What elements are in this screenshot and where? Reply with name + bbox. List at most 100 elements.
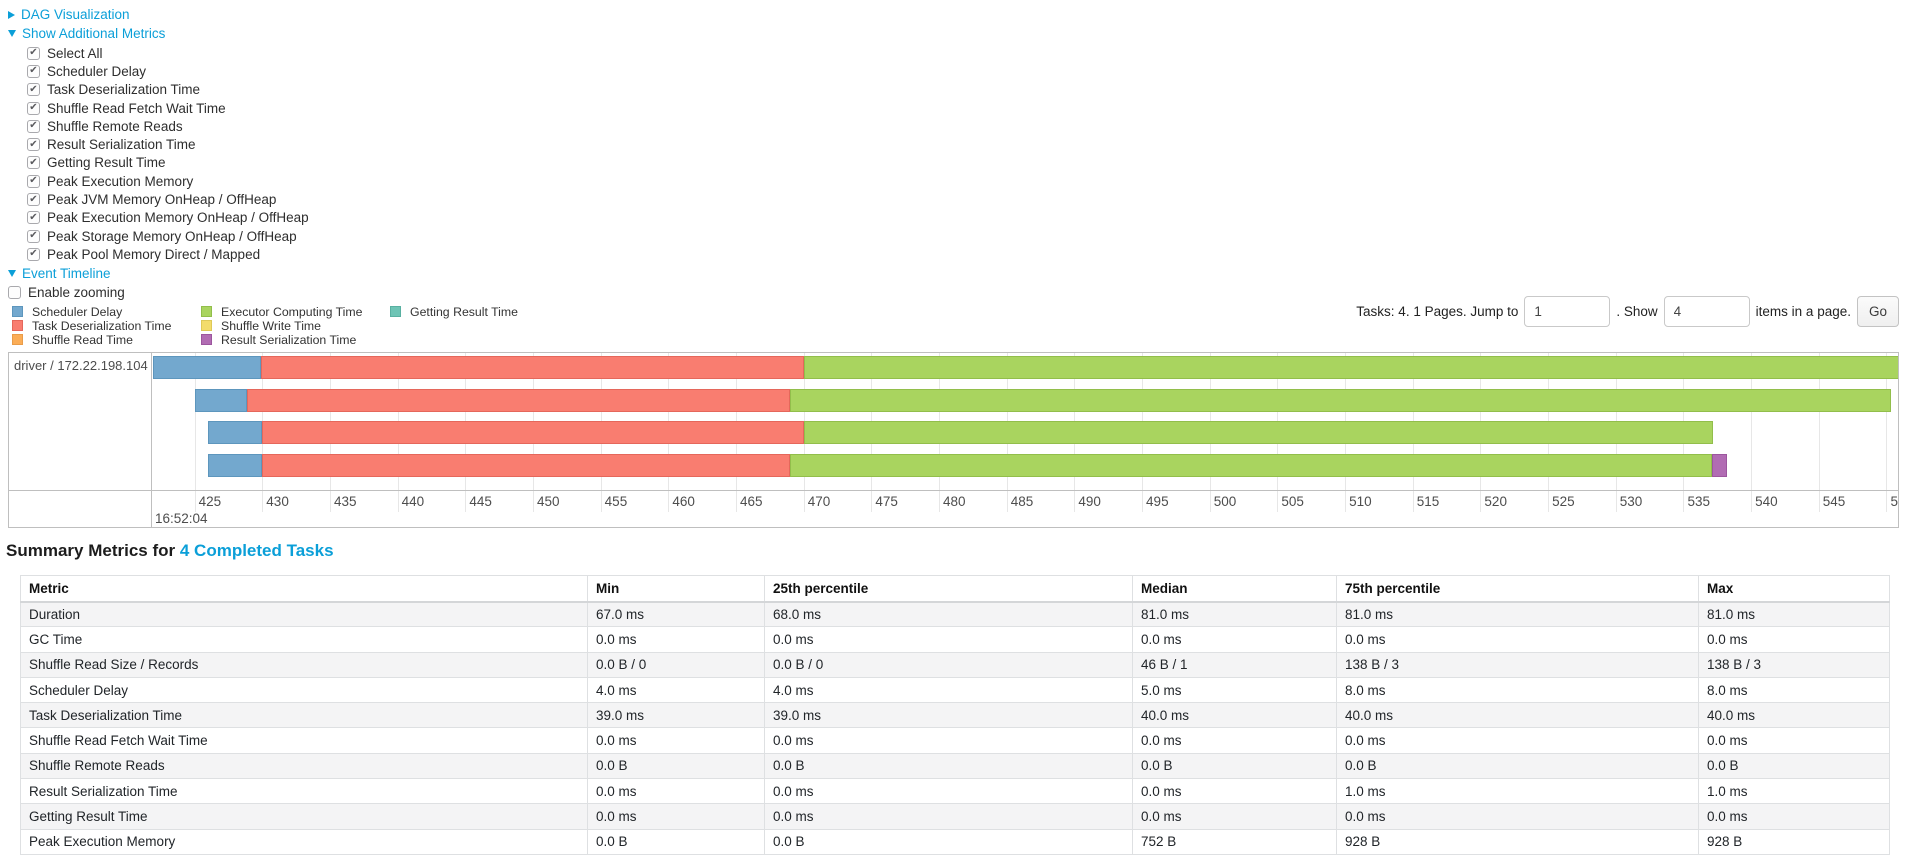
event-timeline-label: Event Timeline	[22, 266, 111, 281]
metric-value-cell: 40.0 ms	[1132, 702, 1337, 729]
legend-item: Shuffle Write Time	[201, 319, 390, 333]
enable-zooming-row: Enable zooming	[8, 283, 125, 301]
metric-checkbox[interactable]	[27, 64, 40, 78]
legend-swatch-icon	[201, 333, 212, 345]
axis-tick	[736, 491, 738, 512]
task-segment-result-serialization[interactable]	[1711, 454, 1727, 477]
table-row: Task Deserialization Time 39.0 ms 39.0 ms 4…	[20, 702, 1890, 729]
metric-checkbox[interactable]	[27, 247, 40, 261]
task-segment-executor-computing[interactable]	[803, 421, 1714, 444]
legend-swatch-icon	[12, 320, 23, 332]
axis-tick-label: 505	[1281, 494, 1304, 509]
timeline-group-column: driver / 172.22.198.104	[9, 353, 152, 527]
metric-name-cell: Result Serialization Time	[20, 778, 588, 805]
metric-name-cell: Shuffle Read Fetch Wait Time	[20, 727, 588, 754]
dag-visualization-toggle[interactable]: DAG Visualization	[8, 7, 130, 22]
metric-checkbox[interactable]	[27, 193, 40, 207]
task-segment-executor-computing[interactable]	[803, 356, 1898, 379]
task-segment-task-deserialization[interactable]	[260, 356, 804, 379]
timeline-plot-area: 425 430 435 440 445 450 455 460 465 470 475 480 485 4…	[152, 353, 1898, 527]
table-row: Duration 67.0 ms 68.0 ms 81.0 ms 81.0 ms 81.0…	[20, 600, 1890, 628]
metric-checkbox[interactable]	[27, 46, 40, 60]
axis-tick-label: 455	[604, 494, 628, 509]
axis-tick	[329, 491, 331, 512]
metric-value-cell: 0.0 ms	[1336, 626, 1699, 653]
metric-value-cell: 81.0 ms	[1132, 600, 1337, 628]
completed-tasks-link[interactable]: 4 Completed Tasks	[179, 541, 334, 560]
metric-value-cell: 8.0 ms	[1698, 676, 1890, 704]
axis-tick	[1006, 491, 1008, 512]
metric-name-cell: Peak Execution Memory	[20, 828, 588, 855]
metric-checkbox[interactable]	[27, 211, 40, 225]
metric-value-cell: 0.0 B / 0	[587, 651, 765, 678]
metric-checkbox-row: Getting Result Time	[27, 154, 309, 172]
event-timeline-toggle[interactable]: Event Timeline	[8, 266, 111, 281]
metric-checkbox-label: Select All	[47, 45, 103, 61]
summary-column-header: 25th percentile	[764, 575, 1133, 603]
metric-checkbox[interactable]	[27, 174, 40, 188]
table-row: Shuffle Remote Reads 0.0 B 0.0 B 0.0 B 0.0 B…	[20, 752, 1890, 780]
axis-tick-label: 440	[401, 494, 425, 509]
axis-tick-label: 545	[1822, 494, 1846, 509]
event-timeline-chart: 425 430 435 440 445 450 455 460 465 470 475 480 485 4…	[8, 352, 1899, 528]
task-segment-scheduler-delay[interactable]	[208, 421, 263, 444]
metric-checkbox[interactable]	[27, 119, 40, 133]
enable-zooming-label: Enable zooming	[28, 284, 125, 300]
metric-value-cell: 0.0 ms	[1132, 727, 1337, 754]
legend-label: Getting Result Time	[410, 304, 518, 319]
metric-checkbox-label: Peak Pool Memory Direct / Mapped	[47, 246, 261, 262]
tasks-pagination: Tasks: 4. 1 Pages. Jump to . Show items …	[1356, 295, 1899, 328]
axis-tick-label: 425	[198, 494, 222, 509]
metric-name-cell: Shuffle Read Size / Records	[20, 651, 588, 678]
triangle-down-icon	[8, 30, 16, 37]
show-additional-metrics-toggle[interactable]: Show Additional Metrics	[8, 26, 165, 41]
metric-value-cell: 0.0 ms	[764, 778, 1133, 805]
metric-value-cell: 0.0 B / 0	[764, 651, 1133, 678]
task-segment-task-deserialization[interactable]	[262, 454, 791, 477]
task-segment-scheduler-delay[interactable]	[194, 389, 248, 412]
axis-tick-label: 460	[672, 494, 695, 509]
task-segment-task-deserialization[interactable]	[262, 421, 804, 444]
metric-value-cell: 39.0 ms	[764, 702, 1133, 729]
metric-checkbox-label: Peak Execution Memory OnHeap / OffHeap	[47, 210, 309, 226]
task-segment-scheduler-delay[interactable]	[152, 356, 261, 379]
metric-checkbox[interactable]	[27, 229, 40, 243]
axis-tick	[262, 491, 264, 512]
legend-column: Getting Result Time	[390, 305, 518, 346]
enable-zooming-checkbox[interactable]	[8, 285, 21, 299]
axis-tick-label: 510	[1349, 494, 1372, 509]
metric-checkbox[interactable]	[27, 101, 40, 115]
legend-swatch-icon	[201, 320, 212, 332]
task-segment-scheduler-delay[interactable]	[208, 454, 263, 477]
axis-tick	[465, 491, 467, 512]
metric-value-cell: 0.0 ms	[764, 626, 1133, 653]
task-segment-executor-computing[interactable]	[790, 389, 1891, 412]
legend-label: Executor Computing Time	[221, 304, 363, 319]
task-segment-task-deserialization[interactable]	[247, 389, 791, 412]
show-count-input[interactable]	[1663, 296, 1750, 327]
metric-checkbox-label: Peak Execution Memory	[47, 173, 194, 189]
metric-value-cell: 40.0 ms	[1336, 702, 1699, 729]
metric-value-cell: 0.0 ms	[1132, 778, 1337, 805]
metric-value-cell: 8.0 ms	[1336, 676, 1699, 704]
metric-value-cell: 4.0 ms	[587, 676, 765, 704]
axis-tick	[600, 491, 602, 512]
metric-value-cell: 0.0 B	[1698, 752, 1890, 780]
metric-checkbox[interactable]	[27, 138, 40, 152]
timeline-gridline	[194, 353, 196, 490]
metric-checkbox-label: Shuffle Remote Reads	[47, 118, 183, 134]
legend-column: Executor Computing Time Shuffle Write Tim…	[201, 304, 390, 347]
task-segment-executor-computing[interactable]	[790, 454, 1712, 477]
metric-checkbox[interactable]	[27, 156, 40, 170]
metric-checkbox-row: Task Deserialization Time	[27, 81, 309, 99]
metric-value-cell: 0.0 ms	[587, 626, 765, 653]
metric-checkbox[interactable]	[27, 83, 40, 97]
axis-tick	[939, 491, 941, 512]
jump-to-page-input[interactable]	[1524, 296, 1611, 327]
go-button[interactable]: Go	[1856, 296, 1899, 327]
timeline-legend: Scheduler Delay Task Deserialization Time…	[12, 304, 518, 347]
axis-tick-label: 470	[807, 494, 831, 509]
table-row: Scheduler Delay 4.0 ms 4.0 ms 5.0 ms 8.0 ms 8…	[20, 676, 1890, 704]
axis-tick-label: 535	[1687, 494, 1710, 509]
axis-tick	[803, 491, 805, 512]
